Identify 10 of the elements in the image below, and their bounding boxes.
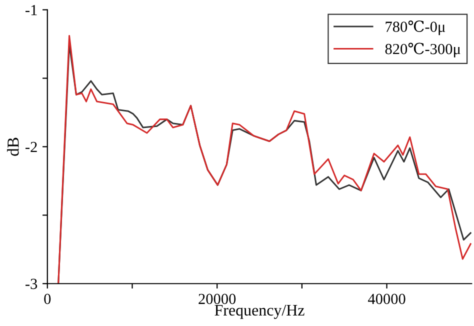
legend-label: 780℃-0μ [386, 20, 446, 36]
x-tick-label: 40000 [368, 294, 406, 304]
y-tick-label: -2 [26, 142, 37, 152]
y-tick-label: -3 [26, 278, 38, 290]
y-tick-label: -1 [26, 4, 37, 16]
x-tick-label: 20000 [198, 294, 236, 304]
legend-label: 820℃-300μ [385, 42, 460, 58]
x-tick-label: 0 [44, 294, 51, 304]
x-axis-title: Frequency/Hz [214, 304, 304, 319]
y-axis-title: dB [7, 138, 19, 156]
